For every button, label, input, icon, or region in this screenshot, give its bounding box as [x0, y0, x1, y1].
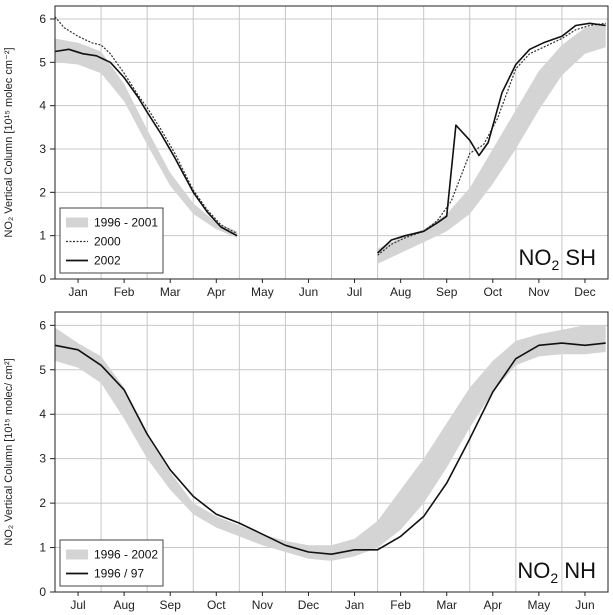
x-tick-label: Nov [528, 285, 549, 299]
x-tick-label: Apr [207, 285, 226, 299]
x-tick-label: Aug [390, 285, 411, 299]
legend-label: 2002 [94, 254, 121, 268]
x-tick-label: Jul [347, 285, 362, 299]
line-2000-seg-0 [54, 16, 238, 235]
x-tick-label: May [528, 598, 551, 612]
y-tick-label: 5 [39, 55, 46, 69]
x-tick-label: Sep [436, 285, 458, 299]
band-1996-2001-seg-0 [55, 38, 237, 238]
legend-swatch-band [66, 217, 88, 228]
x-tick-label: May [251, 285, 274, 299]
x-tick-label: Mar [436, 598, 457, 612]
line-2002-seg-1 [377, 22, 606, 254]
y-axis-label: NO₂ Vertical Column [10¹⁵ molec cm⁻²] [3, 47, 15, 237]
y-tick-label: 1 [39, 229, 46, 243]
y-tick-label: 6 [39, 12, 46, 26]
y-tick-label: 0 [39, 272, 46, 286]
band-1996-2001-seg-1 [377, 23, 606, 264]
line-2002-seg-0 [54, 48, 238, 237]
x-tick-label: Oct [483, 285, 502, 299]
legend-label: 1996 - 2002 [94, 548, 158, 562]
x-tick-label: Apr [483, 598, 502, 612]
y-tick-label: 1 [39, 541, 46, 555]
panel-label: NO2 NH [517, 558, 596, 586]
y-tick-label: 3 [39, 452, 46, 466]
y-tick-label: 2 [39, 185, 46, 199]
legend-label: 2000 [94, 235, 121, 249]
y-tick-label: 2 [39, 496, 46, 510]
x-tick-label: Aug [113, 598, 134, 612]
plot-frame [54, 5, 609, 280]
y-tick-label: 4 [39, 407, 46, 421]
x-tick-label: Jul [70, 598, 85, 612]
top-panel-sh: 0 1 2 3 4 5 6 Jan Feb Mar Apr May Jun Jul Aug Sep Oct Nov… [3, 5, 609, 299]
x-tick-label: Feb [114, 285, 135, 299]
panel-label: NO2 SH [519, 245, 596, 273]
x-tick-label: Nov [252, 598, 273, 612]
x-tick-label: Jan [68, 285, 87, 299]
bottom-panel-nh: 0 1 2 3 4 5 6 Jul Aug Sep Oct Nov Dec Jan Feb Mar Apr May… [3, 311, 609, 612]
band-1996-2002-seg-0 [55, 325, 606, 561]
x-tick-label: Jun [299, 285, 318, 299]
x-tick-label: Mar [160, 285, 181, 299]
y-axis-label: NO₂ Vertical Column [10¹⁵ molec/ cm²] [3, 358, 15, 545]
y-tick-label: 5 [39, 363, 46, 377]
y-tick-label: 0 [39, 585, 46, 599]
legend-swatch-band [66, 549, 88, 560]
x-tick-label: Oct [207, 598, 226, 612]
x-tick-label: Sep [160, 598, 182, 612]
y-tick-label: 6 [39, 318, 46, 332]
x-tick-label: Dec [574, 285, 595, 299]
legend-label: 1996 - 2001 [94, 216, 158, 230]
y-tick-label: 4 [39, 99, 46, 113]
x-tick-label: Jun [575, 598, 594, 612]
legend-box [59, 539, 164, 587]
x-tick-label: Feb [390, 598, 411, 612]
plot-frame [54, 311, 609, 593]
x-tick-label: Dec [298, 598, 319, 612]
x-tick-label: Jan [345, 598, 364, 612]
line-1996-97-seg-0 [54, 342, 606, 555]
y-tick-label: 3 [39, 142, 46, 156]
legend-label: 1996 / 97 [94, 567, 144, 581]
